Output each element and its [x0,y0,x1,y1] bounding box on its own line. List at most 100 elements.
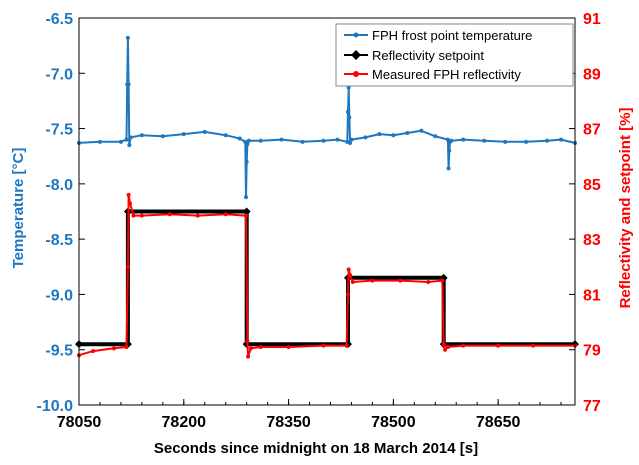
data-point-reflectivity [461,343,466,348]
data-point-reflectivity [248,346,253,351]
data-point-temperature [246,138,251,143]
y-left-tick-label-1: -7.0 [45,66,73,83]
data-point-temperature [139,133,144,138]
data-point-temperature [181,132,186,137]
y-left-tick-label-4: -8.5 [45,232,73,249]
data-point-reflectivity [286,344,291,349]
data-point-temperature [349,137,354,142]
data-point-reflectivity [398,278,403,283]
data-point-temperature [345,109,350,114]
data-point-temperature [160,134,165,139]
data-point-temperature [433,134,438,139]
series-temperature [77,35,577,200]
plot-frame [78,17,576,406]
y-left-tick-label-0: -6.5 [45,11,73,28]
y-axis-right-label: Reflectivity and setpoint [%] [617,108,634,309]
data-point-reflectivity [125,264,130,269]
data-point-temperature [300,139,305,144]
data-point-temperature [346,85,351,90]
x-tick-label-3: 78500 [371,414,416,431]
axes: 78050 78200 78350 78500 78650 -6.5 -7.0 -7.5 -8.… [37,11,601,431]
data-point-temperature [126,82,131,87]
data-point-reflectivity [223,212,228,217]
data-point-reflectivity [344,343,349,348]
legend: FPH frost point temperature Reflectivity… [335,23,574,87]
data-point-temperature [97,139,102,144]
data-point-temperature [347,115,352,120]
y-axis-left-label: Temperature [°C] [10,148,27,269]
data-point-temperature [363,135,368,140]
legend-box [335,23,574,87]
data-point-reflectivity [139,213,144,218]
data-point-reflectivity [531,343,536,348]
data-point-reflectivity [195,213,200,218]
data-point-temperature [405,130,410,135]
data-point-temperature [202,129,207,134]
data-point-reflectivity [245,339,250,344]
data-point-temperature [449,138,454,143]
y-left-tick-label-5: -9.0 [45,287,73,304]
data-point-reflectivity [246,354,251,359]
series-line-reflectivity [78,193,575,358]
data-point-reflectivity [443,347,448,352]
data-point-temperature [524,139,529,144]
data-point-reflectivity [346,267,351,272]
y-right-tick-label-3: 85 [583,177,601,194]
series-layer [75,35,579,359]
data-point-reflectivity [445,344,450,349]
data-point-reflectivity [131,213,136,218]
data-point-reflectivity [441,342,446,347]
data-point-temperature [503,139,508,144]
data-point-reflectivity [345,292,350,297]
y-right-tick-label-0: 91 [583,11,601,28]
series-setpoint [75,207,579,349]
data-point-reflectivity [127,201,132,206]
data-point-reflectivity [350,279,355,284]
y-left-tick-label-3: -8.0 [45,177,73,194]
data-point-temperature [377,132,382,137]
legend-label-reflectivity: Measured FPH reflectivity [372,67,521,82]
y-right-tick-label-1: 89 [583,66,601,83]
data-point-reflectivity [243,213,248,218]
x-axis-label: Seconds since midnight on 18 March 2014 … [154,440,478,457]
data-point-temperature [127,143,132,148]
x-tick-label-0: 78050 [57,414,102,431]
data-point-temperature [447,148,452,153]
data-point-temperature [258,138,263,143]
x-tick-label-4: 78650 [476,414,521,431]
data-point-reflectivity [496,343,501,348]
data-point-temperature [243,195,248,200]
data-point-temperature [559,137,564,142]
data-point-temperature [223,133,228,138]
data-point-temperature [446,166,451,171]
y-right-tick-label-6: 79 [583,343,601,360]
data-point-reflectivity [348,273,353,278]
data-point-temperature [391,133,396,138]
data-point-temperature [335,137,340,142]
x-tick-label-2: 78350 [266,414,311,431]
series-reflectivity [77,192,577,359]
data-point-temperature [244,159,249,164]
data-point-reflectivity [258,344,263,349]
y-left-tick-label-2: -7.5 [45,122,73,139]
data-point-temperature [419,128,424,133]
data-point-reflectivity [111,346,116,351]
legend-label-setpoint: Reflectivity setpoint [372,48,484,63]
data-point-temperature [237,136,242,141]
data-point-temperature [125,35,130,40]
data-point-temperature [461,137,466,142]
data-point-temperature [128,135,133,140]
data-point-reflectivity [90,349,95,354]
data-point-reflectivity [370,278,375,283]
data-point-reflectivity [124,344,129,349]
legend-label-temperature: FPH frost point temperature [372,28,532,43]
legend-marker-temperature [353,32,359,38]
data-point-temperature [482,138,487,143]
data-point-temperature [279,137,284,142]
y-left-tick-label-6: -9.5 [45,343,73,360]
legend-item-temperature: FPH frost point temperature [344,28,532,43]
data-point-reflectivity [440,278,445,283]
data-point-reflectivity [167,212,172,217]
data-point-temperature [124,137,129,142]
